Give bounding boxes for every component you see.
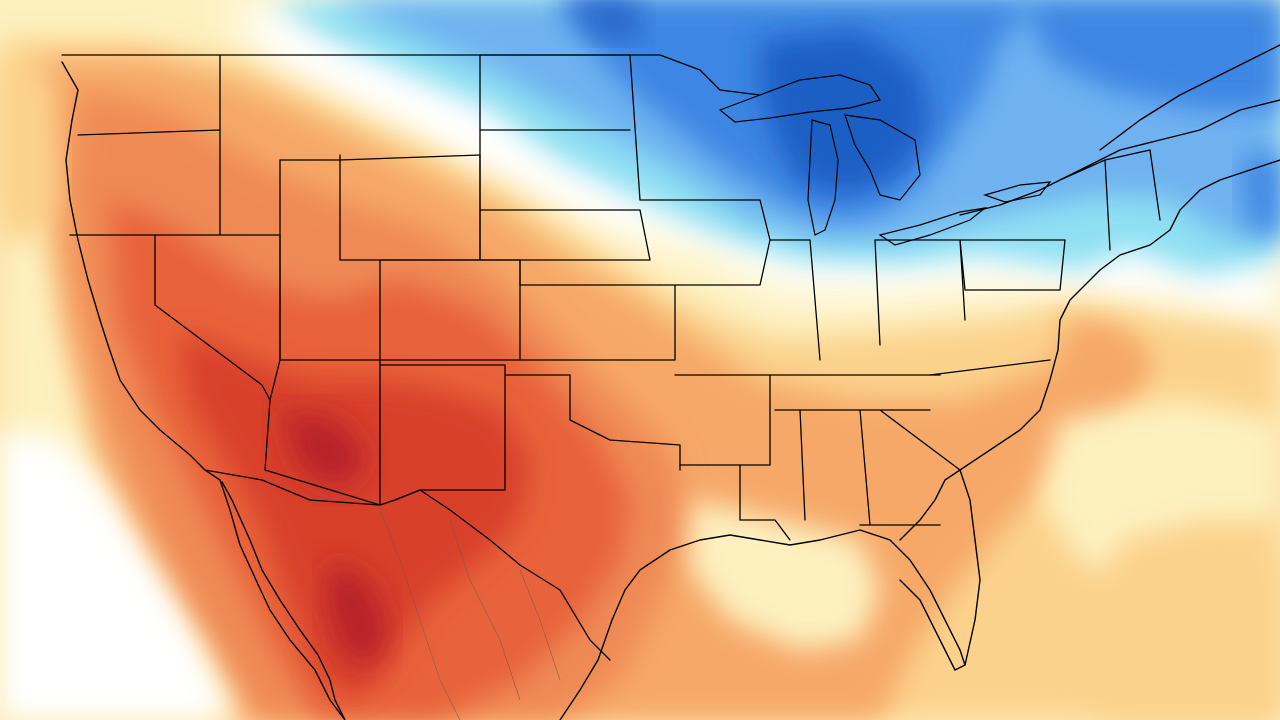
gulf-atlantic-layer [690,400,1280,720]
baja-coastline [221,481,346,720]
lake-erie [878,207,988,246]
lake-ontario [983,181,1052,203]
ia-il [659,239,811,286]
la-ms [739,464,791,541]
great-lakes [718,74,1052,246]
lake-huron [844,114,921,201]
ok-tx [504,374,681,471]
us-mexico-border [204,469,611,661]
canada-coast-north [1099,44,1280,151]
florida-coastline [899,469,981,666]
az-nm [264,359,381,506]
pa-ny [959,239,1066,291]
nc-va [929,359,1051,376]
gulf-coastline [559,529,966,720]
state-borders [61,54,1161,661]
pacific-coastline [61,61,346,720]
ms-al [799,409,871,526]
cold-anomaly-layer [230,0,1280,330]
ut-nv [154,234,271,401]
mn-wi [639,199,771,241]
pacific-ocean-layer [0,60,240,720]
warm-anomaly-layer [0,40,1280,720]
il-in [809,239,881,361]
lake-superior [718,74,881,123]
ne-ks [479,209,661,286]
ks-ok [519,284,676,361]
dakotas [479,54,641,201]
lake-michigan [807,119,839,236]
atlantic-coastline [959,159,1280,471]
mexico-state-lines [379,509,561,720]
ga-sc [879,409,961,471]
ny-ne [1059,149,1161,251]
tn-ky [769,374,941,411]
wa-or-border [77,129,221,136]
mo-ar [674,374,771,466]
